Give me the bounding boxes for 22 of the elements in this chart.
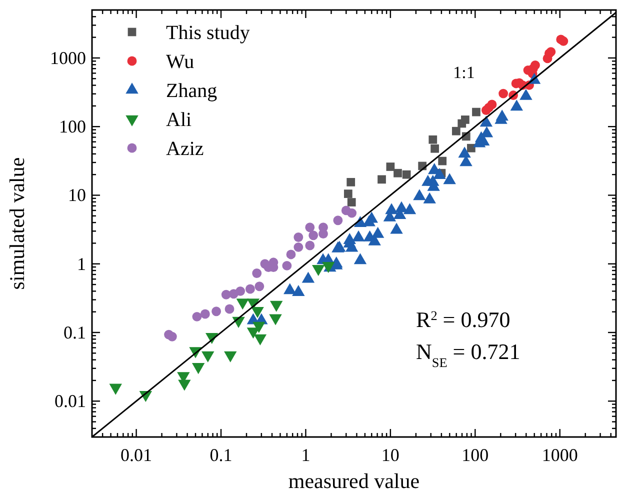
legend-label: Wu: [166, 51, 194, 73]
x-axis-title: measured value: [288, 469, 420, 493]
y-tick-label: 10: [68, 185, 86, 206]
legend-label: This study: [166, 22, 250, 44]
x-tick-label: 1: [301, 445, 310, 465]
annotation: R$^{2}$ = 0.970: [416, 307, 510, 332]
x-tick-label: 0.01: [120, 445, 152, 465]
y-tick-label: 100: [59, 116, 86, 137]
y-tick-label: 0.1: [64, 322, 86, 342]
y-tick-label: 1000: [50, 48, 86, 68]
x-tick-label: 100: [462, 445, 489, 465]
x-tick-label: 0.1: [210, 445, 232, 465]
x-tick-label: 1000: [542, 445, 578, 465]
legend-label: Zhang: [166, 80, 218, 102]
legend-label: Ali: [166, 109, 192, 131]
annotation: 1:1: [453, 63, 475, 82]
y-axis-title: simulated value: [5, 157, 29, 290]
y-tick-label: 0.01: [54, 391, 86, 412]
legend-label: Aziz: [166, 138, 204, 160]
y-tick-label: 1: [77, 254, 86, 274]
x-tick-label: 10: [381, 445, 400, 465]
annotation: N$_{SE}$ = 0.721: [416, 339, 520, 370]
